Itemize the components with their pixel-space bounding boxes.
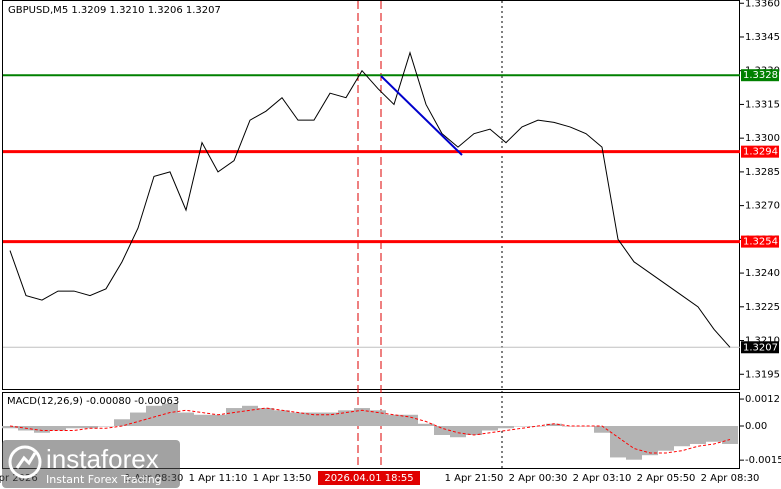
- x-tick-label: 2 Apr 03:10: [573, 473, 632, 484]
- crosshair-label-box: [318, 471, 420, 485]
- macd-bar: [66, 426, 82, 429]
- y-tick-label: 1.3285: [745, 167, 780, 178]
- macd-bar: [162, 403, 178, 427]
- macd-bar: [178, 412, 194, 427]
- level-label: 1.3254: [743, 237, 778, 248]
- watermark-tagline: Instant Forex Trading: [46, 473, 162, 486]
- price-line: [9, 51, 731, 348]
- macd-bar: [594, 426, 610, 433]
- macd-bar: [562, 426, 578, 427]
- macd-bar: [226, 408, 242, 427]
- macd-bar: [306, 412, 322, 427]
- chart-title: GBPUSD,M5 1.3209 1.3210 1.3206 1.3207: [8, 5, 221, 16]
- macd-bar: [418, 423, 434, 427]
- macd-bar: [322, 412, 338, 427]
- macd-bar: [242, 405, 258, 427]
- macd-bar: [370, 410, 386, 427]
- y-tick-label: 0.00: [745, 421, 767, 432]
- macd-bar: [578, 426, 594, 427]
- macd-bar: [258, 408, 274, 427]
- macd-bar: [98, 426, 114, 427]
- macd-bar: [514, 426, 530, 427]
- x-tick-label: 2 Apr 05:50: [637, 473, 696, 484]
- macd-bar: [546, 423, 562, 427]
- y-tick-label: 1.3225: [745, 302, 780, 313]
- x-tick-label: 2 Apr 00:30: [509, 473, 568, 484]
- x-tick-label: 1 Apr 21:50: [445, 473, 504, 484]
- y-tick-label: 1.3270: [745, 201, 780, 212]
- x-tick-label: 1 Apr 13:50: [253, 473, 312, 484]
- macd-bar: [626, 426, 642, 460]
- macd-bar: [34, 426, 50, 433]
- y-tick-label: 1.3210: [745, 336, 780, 347]
- price-panel: [2, 0, 740, 390]
- macd-bar: [50, 426, 66, 431]
- macd-bar: [690, 426, 706, 444]
- macd-bar: [210, 414, 226, 427]
- macd-bar: [642, 426, 658, 456]
- macd-bar: [610, 426, 626, 458]
- level-label-box: [741, 69, 779, 82]
- y-tick-label: -0.00152: [745, 455, 781, 466]
- y-tick-label: 1.3300: [745, 133, 780, 144]
- macd-bar: [146, 405, 162, 427]
- macd-bar: [482, 426, 498, 431]
- macd-bar: [274, 410, 290, 427]
- y-tick-label: 1.3195: [745, 369, 780, 380]
- macd-bar: [386, 414, 402, 427]
- signal-line: [9, 407, 731, 454]
- x-tick-label: 2 Apr 08:30: [701, 473, 760, 484]
- macd-bar: [2, 426, 18, 429]
- macd-bar: [194, 414, 210, 427]
- macd-bar: [466, 426, 482, 435]
- macd-bar: [722, 426, 738, 444]
- logo-icon: [15, 452, 37, 469]
- logo-icon: [8, 445, 42, 479]
- macd-bar: [290, 412, 306, 427]
- watermark-brand: instaforex: [46, 444, 159, 474]
- y-tick-label: 1.3345: [745, 32, 780, 43]
- macd-bar: [82, 426, 98, 429]
- watermark: instaforex Instant Forex Trading: [2, 440, 180, 488]
- macd-title: MACD(12,26,9) -0.00080 -0.00063: [7, 396, 179, 407]
- level-label: 1.3328: [743, 70, 778, 81]
- macd-bar: [674, 426, 690, 447]
- y-tick-label: 1.3315: [745, 99, 780, 110]
- macd-bar: [498, 426, 514, 429]
- macd-bar: [658, 426, 674, 451]
- level-label: 1.3294: [743, 147, 778, 158]
- macd-bar: [130, 412, 146, 427]
- macd-bar: [354, 408, 370, 427]
- level-label-box: [741, 145, 779, 158]
- macd-bar: [434, 426, 450, 435]
- crosshair-label: 2026.04.01 18:55: [324, 473, 413, 484]
- level-label: 1.3207: [743, 342, 778, 353]
- level-label-box: [741, 235, 779, 248]
- macd-bar: [402, 414, 418, 427]
- macd-bar: [706, 426, 722, 442]
- macd-bar: [338, 410, 354, 427]
- watermark-bg: [2, 440, 180, 488]
- trend-line: [380, 75, 463, 156]
- level-label-box: [741, 341, 779, 354]
- x-tick-label: 1 Apr 11:10: [189, 473, 248, 484]
- y-tick-label: 0.0012: [745, 394, 780, 405]
- macd-bar: [450, 426, 466, 438]
- y-tick-label: 1.3240: [745, 268, 780, 279]
- macd-bar: [114, 419, 130, 427]
- y-tick-label: 1.3360: [745, 0, 780, 9]
